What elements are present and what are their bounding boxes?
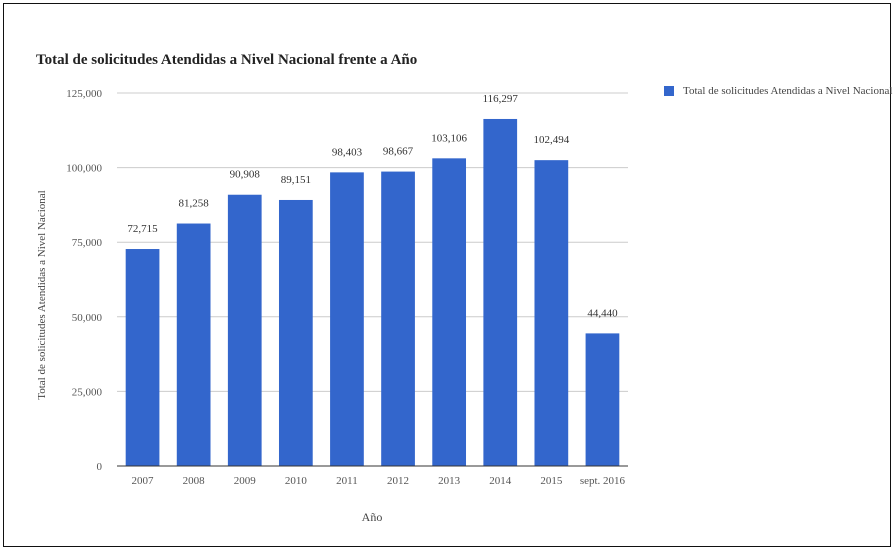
- data-label: 89,151: [281, 174, 311, 186]
- bar: [227, 194, 262, 466]
- x-tick-label: 2013: [438, 475, 461, 487]
- bar: [330, 172, 364, 466]
- x-tick-label: 2007: [132, 475, 155, 487]
- bar: [381, 171, 415, 466]
- data-label: 102,494: [533, 134, 569, 146]
- data-label: 103,106: [431, 132, 467, 144]
- y-tick-label: 100,000: [66, 163, 102, 175]
- data-label: 90,908: [230, 169, 261, 181]
- x-tick-label: 2014: [489, 475, 512, 487]
- data-label: 81,258: [179, 198, 210, 210]
- legend-label: Total de solicitudes Atendidas a Nivel N…: [683, 85, 893, 97]
- x-tick-label: 2010: [285, 475, 308, 487]
- bar: [585, 333, 620, 466]
- y-tick-label: 25,000: [72, 386, 103, 398]
- chart-title: Total de solicitudes Atendidas a Nivel N…: [36, 52, 418, 68]
- legend[interactable]: Total de solicitudes Atendidas a Nivel N…: [664, 85, 892, 97]
- y-tick-label: 0: [97, 461, 103, 473]
- data-label: 44,440: [587, 307, 618, 319]
- y-tick-label: 50,000: [72, 312, 103, 324]
- x-tick-label: 2012: [387, 475, 409, 487]
- x-tick-label: 2015: [540, 475, 563, 487]
- data-label: 116,297: [483, 93, 519, 105]
- legend-swatch: [664, 86, 674, 96]
- bar: [125, 249, 160, 466]
- bar: [432, 158, 467, 466]
- bar: [534, 160, 569, 466]
- bar: [176, 223, 211, 466]
- y-tick-label: 75,000: [72, 237, 103, 249]
- x-tick-label: 2008: [183, 475, 206, 487]
- x-tick-label: 2009: [234, 475, 257, 487]
- x-axis-label: Año: [361, 510, 383, 524]
- x-tick-label: sept. 2016: [580, 475, 626, 487]
- bar: [278, 199, 313, 466]
- y-tick-label: 125,000: [66, 88, 102, 100]
- data-label: 72,715: [127, 223, 158, 235]
- x-tick-label: 2011: [336, 475, 358, 487]
- bar: [483, 118, 518, 466]
- data-label: 98,667: [383, 146, 414, 158]
- data-label: 98,403: [332, 146, 363, 158]
